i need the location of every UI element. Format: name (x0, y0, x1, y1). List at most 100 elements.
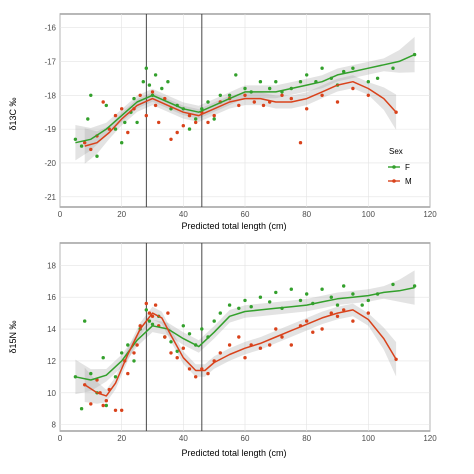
data-point-m (113, 408, 118, 412)
data-point-f (298, 80, 303, 84)
data-point-m (104, 399, 109, 403)
data-point-f (212, 117, 216, 121)
data-point-f (366, 80, 370, 84)
data-point-m (83, 141, 87, 145)
data-point-m (320, 93, 324, 98)
data-point-f (335, 303, 340, 307)
grid-lines (59, 243, 431, 431)
x-tick-label: 40 (179, 210, 188, 219)
y-axis-label: δ15N ‰ (8, 320, 18, 353)
data-points (73, 52, 417, 158)
legend-entry-f: F (405, 163, 410, 172)
x-tick-label: 0 (58, 434, 63, 443)
data-point-f (79, 144, 84, 148)
data-point-m (153, 103, 158, 108)
x-tick-label: 100 (362, 434, 376, 443)
data-point-m (206, 371, 210, 376)
data-point-m (298, 141, 303, 145)
data-point-f (187, 332, 192, 336)
data-point-m (175, 130, 179, 135)
data-point-f (83, 319, 87, 323)
y-tick-label: 18 (47, 261, 56, 270)
grid-lines (59, 14, 431, 207)
data-point-f (351, 66, 355, 70)
data-point-m (187, 113, 192, 118)
data-point-m (289, 343, 293, 347)
data-point-f (391, 66, 395, 70)
data-point-m (169, 351, 173, 355)
data-point-m (305, 319, 309, 323)
x-tick-label: 120 (423, 210, 437, 219)
data-point-f (268, 300, 272, 304)
data-point-m (150, 314, 155, 318)
data-point-f (89, 93, 93, 98)
data-point-m (366, 311, 370, 315)
data-point-f (342, 284, 346, 288)
data-point-f (305, 292, 309, 296)
data-point-m (268, 343, 272, 347)
data-point-f (375, 76, 380, 81)
data-point-f (320, 66, 324, 70)
data-point-f (132, 96, 136, 101)
data-point-f (305, 73, 309, 77)
data-point-f (104, 403, 109, 408)
data-point-m (166, 311, 170, 315)
data-point-m (120, 107, 124, 111)
data-point-f (194, 117, 198, 121)
data-point-m (181, 124, 185, 128)
data-point-f (298, 298, 303, 303)
data-point-f (153, 73, 158, 77)
x-tick-label: 0 (58, 210, 63, 219)
chart-panel-carbon: 0 20 40 60 80 100 120 -21 -20 -19 -18 -17 -16 Predi… (8, 13, 437, 231)
data-point-m (335, 314, 340, 318)
data-point-m (101, 403, 105, 408)
data-point-m (187, 367, 192, 371)
data-point-f (166, 80, 170, 84)
data-point-f (135, 120, 139, 125)
data-point-m (212, 113, 216, 118)
data-point-m (181, 346, 185, 350)
x-tick-label: 40 (179, 434, 188, 443)
reference-lines (145, 243, 203, 431)
y-tick-label: 8 (52, 421, 57, 430)
data-point-f (123, 120, 127, 125)
data-point-m (243, 93, 247, 98)
x-tick-label: 60 (241, 210, 250, 219)
smooth-line-m (84, 309, 397, 397)
data-point-m (101, 100, 105, 104)
y-tick-label: -17 (44, 57, 56, 66)
data-point-m (150, 90, 155, 94)
data-point-m (351, 319, 355, 323)
data-point-m (320, 327, 324, 331)
data-point-m (89, 402, 93, 406)
data-point-f (113, 127, 118, 131)
data-point-f (79, 407, 84, 411)
data-point-f (268, 86, 272, 91)
data-point-m (144, 301, 148, 306)
data-point-f (200, 327, 204, 331)
x-tick-label: 80 (302, 434, 311, 443)
data-point-m (218, 351, 222, 355)
smooth-line-m (84, 80, 397, 147)
data-point-m (261, 103, 266, 108)
y-tick-label: -18 (44, 91, 56, 100)
data-point-f (144, 308, 148, 312)
data-point-f (391, 282, 395, 287)
data-point-m (237, 335, 241, 339)
data-point-f (150, 322, 155, 326)
confidence-band-m (84, 75, 397, 164)
data-point-m (280, 335, 284, 339)
data-point-m (163, 335, 167, 339)
confidence-band-f (75, 270, 415, 395)
x-tick-label: 120 (423, 434, 437, 443)
y-tick-label: -21 (44, 193, 56, 202)
data-point-m (305, 107, 309, 111)
x-tick-label: 20 (117, 434, 126, 443)
x-tick-label: 100 (362, 210, 376, 219)
data-point-m (206, 120, 210, 125)
confidence-bands (75, 270, 415, 404)
data-point-m (132, 351, 136, 355)
data-point-f (86, 117, 90, 121)
legend: Sex F M (388, 147, 412, 186)
data-point-m (243, 356, 247, 360)
